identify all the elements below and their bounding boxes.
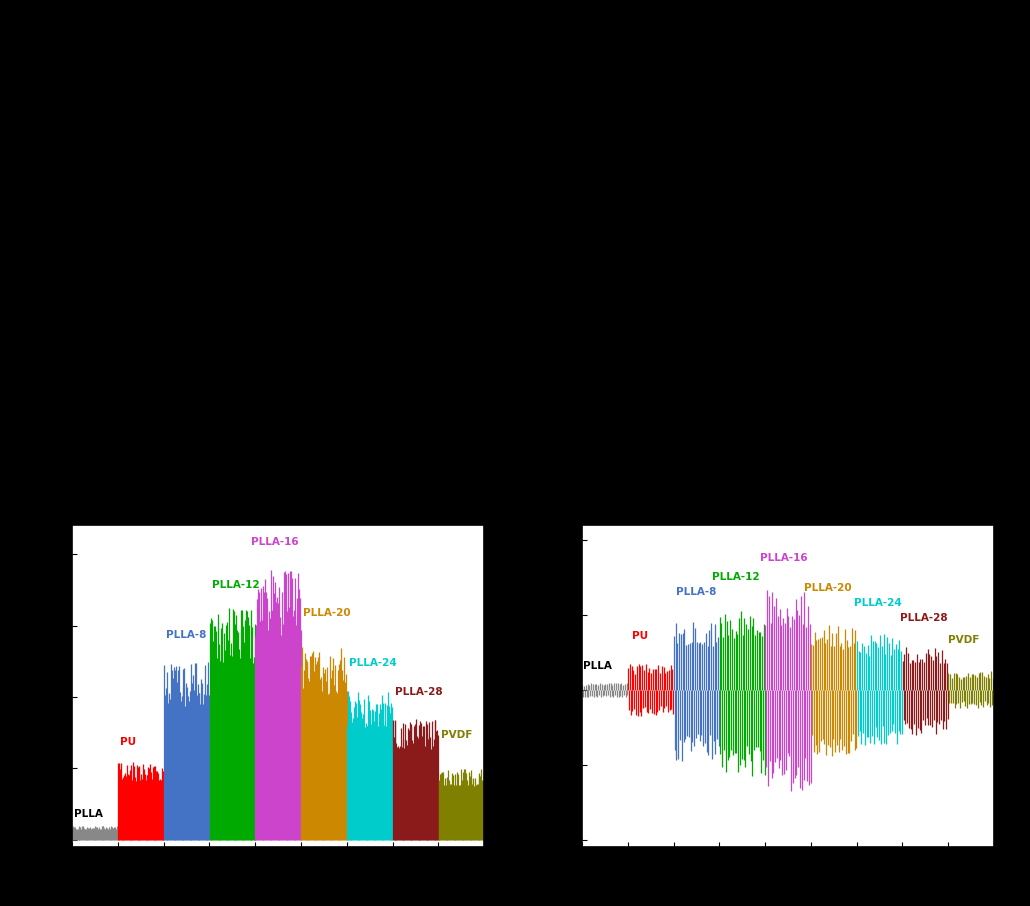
Text: PLLA-16: PLLA-16: [250, 537, 299, 547]
Text: PLLA-8: PLLA-8: [166, 630, 206, 640]
Y-axis label: Current (μA): Current (μA): [523, 632, 538, 740]
Text: PLLA-28: PLLA-28: [900, 612, 948, 622]
Text: (c): (c): [518, 513, 553, 536]
Text: PLLA-20: PLLA-20: [303, 609, 351, 619]
Text: PLLA-20: PLLA-20: [804, 583, 852, 593]
X-axis label: Time (s): Time (s): [243, 872, 313, 887]
X-axis label: Time (s): Time (s): [753, 872, 823, 887]
Text: PLLA: PLLA: [583, 661, 612, 671]
Text: PLLA-24: PLLA-24: [349, 659, 397, 669]
Text: PU: PU: [121, 737, 136, 747]
Y-axis label: Voltage (V): Voltage (V): [29, 639, 44, 734]
Text: PVDF: PVDF: [441, 730, 472, 740]
Text: PLLA-16: PLLA-16: [760, 553, 809, 563]
Text: PLLA-12: PLLA-12: [212, 580, 260, 590]
Text: PLLA-28: PLLA-28: [394, 687, 443, 697]
Text: PLLA-12: PLLA-12: [713, 572, 760, 582]
Text: PU: PU: [632, 631, 649, 641]
Text: PLLA-24: PLLA-24: [854, 598, 902, 608]
Text: PLLA: PLLA: [74, 808, 103, 818]
Text: PVDF: PVDF: [949, 635, 980, 645]
Text: PLLA-8: PLLA-8: [676, 586, 716, 596]
Text: (b): (b): [8, 513, 46, 536]
